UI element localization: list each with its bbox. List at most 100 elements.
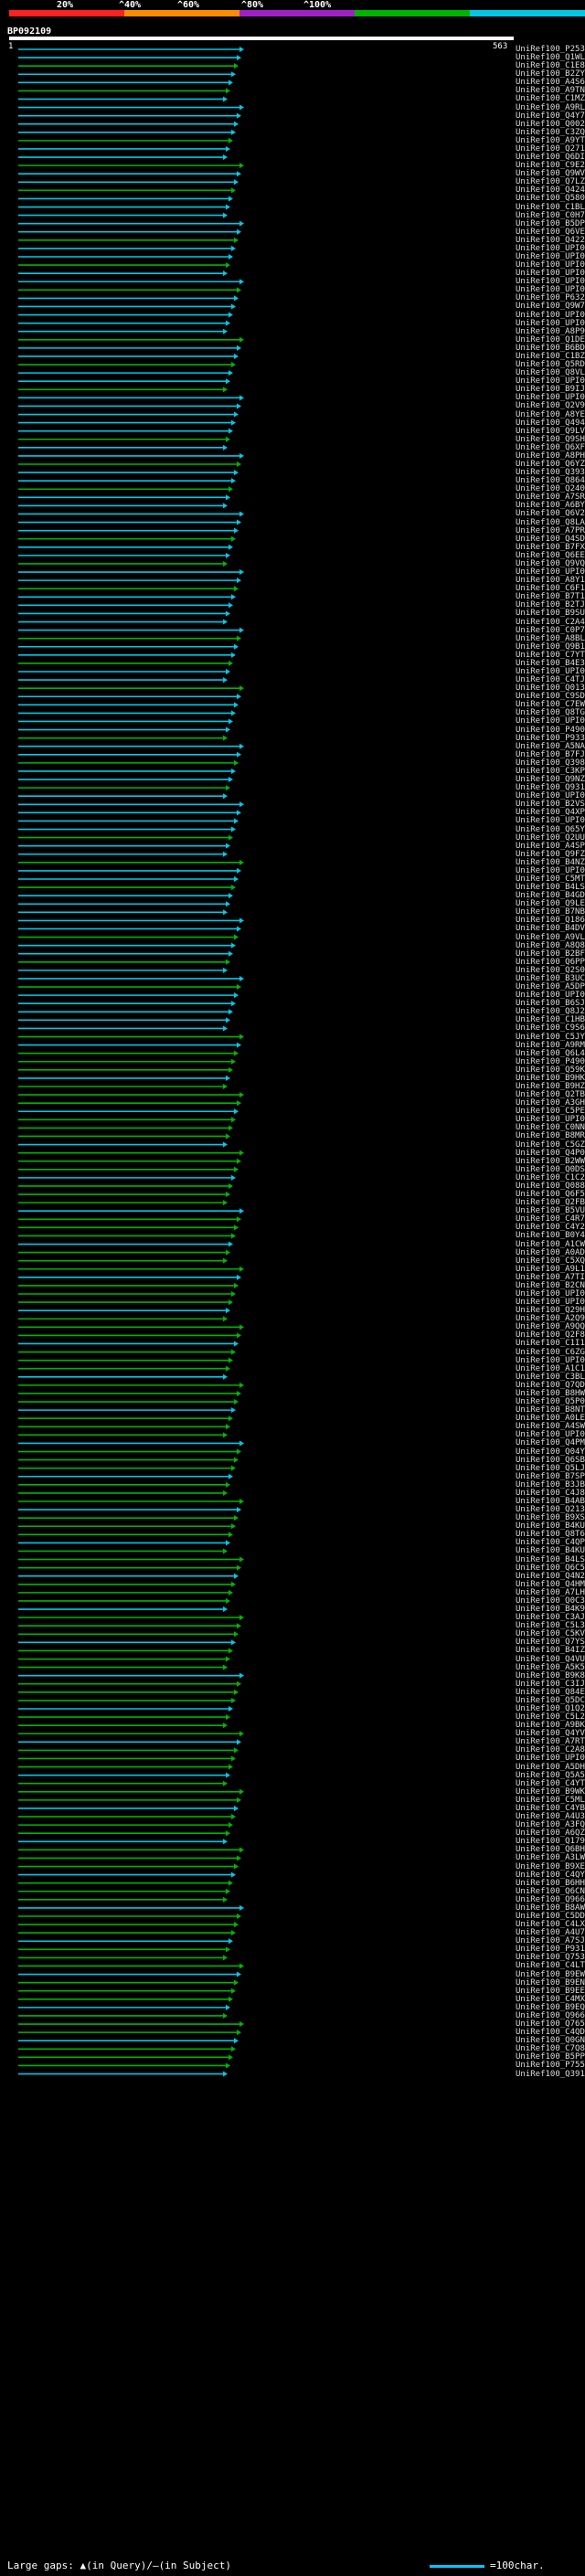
hit-label[interactable]: UniRef100_UPI000... bbox=[516, 1298, 585, 1308]
hit-label[interactable]: UniRef100_B9IJ59 bbox=[516, 385, 585, 395]
hit-label[interactable]: UniRef100_Q8J225 bbox=[516, 1007, 585, 1017]
hit-label[interactable]: UniRef100_A8P926 bbox=[516, 326, 585, 336]
hit-label[interactable]: UniRef100_C5XQU1 bbox=[516, 1256, 585, 1266]
hit-label[interactable]: UniRef100_A7TIZ5 bbox=[516, 1272, 585, 1282]
hit-label[interactable]: UniRef100_B4E3C3 bbox=[516, 658, 585, 668]
hit-label[interactable]: UniRef100_C7YT79 bbox=[516, 650, 585, 660]
hit-label[interactable]: UniRef100_A7PRC5 bbox=[516, 525, 585, 535]
hit-label[interactable]: UniRef100_A3FQ74 bbox=[516, 1820, 585, 1830]
hit-label[interactable]: UniRef100_A4S6H8 bbox=[516, 78, 585, 88]
hit-label[interactable]: UniRef100_Q0DSB4 bbox=[516, 1164, 585, 1174]
hit-label[interactable]: UniRef100_Q5RDP9 bbox=[516, 360, 585, 370]
hit-label[interactable]: UniRef100_Q00227 bbox=[516, 119, 585, 129]
hit-label[interactable]: UniRef100_A8PHV5 bbox=[516, 451, 585, 461]
hit-label[interactable]: UniRef100_Q2V991 bbox=[516, 401, 585, 411]
hit-label[interactable]: UniRef100_Q4YVD0 bbox=[516, 1729, 585, 1739]
hit-label[interactable]: UniRef100_A5DH08 bbox=[516, 1762, 585, 1772]
hit-label[interactable]: UniRef100_B2TJ08 bbox=[516, 600, 585, 610]
hit-label[interactable]: UniRef100_Q84ER9 bbox=[516, 1687, 585, 1697]
hit-label[interactable]: UniRef100_UPI000... bbox=[516, 318, 585, 328]
hit-label[interactable]: UniRef100_C2A892 bbox=[516, 1745, 585, 1755]
hit-label[interactable]: UniRef100_C5PEE7 bbox=[516, 1107, 585, 1117]
hit-label[interactable]: UniRef100_Q4VU13 bbox=[516, 1654, 585, 1664]
hit-label[interactable]: UniRef100_B9XE32 bbox=[516, 1861, 585, 1871]
hit-label[interactable]: UniRef100_B5PPY1 bbox=[516, 2052, 585, 2062]
hit-label[interactable]: UniRef100_C0H7D9 bbox=[516, 210, 585, 220]
hit-label[interactable]: UniRef100_Q6C592 bbox=[516, 1563, 585, 1573]
hit-label[interactable]: UniRef100_UPI000... bbox=[516, 716, 585, 726]
hit-label[interactable]: UniRef100_Q179P0 bbox=[516, 1837, 585, 1847]
hit-label[interactable]: UniRef100_B8MRK5 bbox=[516, 1131, 585, 1141]
hit-label[interactable]: UniRef100_P93340 bbox=[516, 733, 585, 743]
hit-label[interactable]: UniRef100_B2BF24 bbox=[516, 949, 585, 959]
hit-label[interactable]: UniRef100_Q6XFY5 bbox=[516, 442, 585, 452]
hit-label[interactable]: UniRef100_C4YBT9 bbox=[516, 1803, 585, 1813]
hit-label[interactable]: UniRef100_Q8T6T3 bbox=[516, 1530, 585, 1540]
hit-label[interactable]: UniRef100_C4LXG2 bbox=[516, 1920, 585, 1930]
hit-label[interactable]: UniRef100_C6F171 bbox=[516, 584, 585, 594]
hit-label[interactable]: UniRef100_B6SJ21 bbox=[516, 999, 585, 1009]
hit-label[interactable]: UniRef100_Q96654 bbox=[516, 2010, 585, 2020]
hit-label[interactable]: UniRef100_Q9SHU1 bbox=[516, 434, 585, 444]
hit-label[interactable]: UniRef100_B4LS55 bbox=[516, 1554, 585, 1564]
hit-label[interactable]: UniRef100_B4LSR9 bbox=[516, 883, 585, 893]
hit-label[interactable]: UniRef100_B8NT05 bbox=[516, 1405, 585, 1415]
hit-label[interactable]: UniRef100_A2Q9R8 bbox=[516, 1314, 585, 1324]
hit-label[interactable]: UniRef100_Q5LJ00 bbox=[516, 1463, 585, 1473]
hit-label[interactable]: UniRef100_B9EWW0 bbox=[516, 1969, 585, 1979]
hit-label[interactable]: UniRef100_Q76549 bbox=[516, 2019, 585, 2030]
hit-label[interactable]: UniRef100_Q93134 bbox=[516, 783, 585, 793]
hit-label[interactable]: UniRef100_B9HZB4 bbox=[516, 1082, 585, 1091]
hit-label[interactable]: UniRef100_C3IJ2 bbox=[516, 1679, 585, 1689]
hit-label[interactable]: UniRef100_B2ZYE5 bbox=[516, 69, 585, 80]
hit-label[interactable]: UniRef100_C5JYQ4 bbox=[516, 1032, 585, 1042]
hit-label[interactable]: UniRef100_Q29HB0 bbox=[516, 1306, 585, 1316]
hit-label[interactable]: UniRef100_B8HWF2 bbox=[516, 1388, 585, 1398]
hit-label[interactable]: UniRef100_A6QZ63 bbox=[516, 1829, 585, 1839]
hit-label[interactable]: UniRef100_Q8TG66 bbox=[516, 708, 585, 718]
hit-label[interactable]: UniRef100_A1CWZ9 bbox=[516, 1239, 585, 1249]
hit-label[interactable]: UniRef100_Q0GN69 bbox=[516, 2036, 585, 2046]
hit-label[interactable]: UniRef100_Q58069 bbox=[516, 194, 585, 204]
hit-label[interactable]: UniRef100_B7T1N8 bbox=[516, 592, 585, 602]
hit-label[interactable]: UniRef100_A9TNV3 bbox=[516, 86, 585, 96]
hit-label[interactable]: UniRef100_Q59KA1 bbox=[516, 1065, 585, 1075]
hit-label[interactable]: UniRef100_C4QDZ0 bbox=[516, 2028, 585, 2038]
hit-label[interactable]: UniRef100_C0P7F3 bbox=[516, 625, 585, 635]
hit-label[interactable]: UniRef100_Q9B1P9 bbox=[516, 641, 585, 652]
hit-label[interactable]: UniRef100_Q6SB51 bbox=[516, 1455, 585, 1465]
hit-label[interactable]: UniRef100_A0AD10 bbox=[516, 1247, 585, 1257]
hit-label[interactable]: UniRef100_A9RMZ5 bbox=[516, 1040, 585, 1050]
hit-label[interactable]: UniRef100_Q6DIV0 bbox=[516, 153, 585, 163]
hit-label[interactable]: UniRef100_B6BD72 bbox=[516, 343, 585, 353]
hit-label[interactable]: UniRef100_B7FXM5 bbox=[516, 542, 585, 552]
hit-label[interactable]: UniRef100_B4K9F2 bbox=[516, 1605, 585, 1615]
hit-label[interactable]: UniRef100_B9XSU1 bbox=[516, 1513, 585, 1523]
hit-label[interactable]: UniRef100_Q39141 bbox=[516, 2069, 585, 2079]
hit-label[interactable]: UniRef100_C4J8S6 bbox=[516, 1488, 585, 1498]
hit-label[interactable]: UniRef100_C3AJF5 bbox=[516, 1613, 585, 1623]
hit-label[interactable]: UniRef100_C1E856 bbox=[516, 61, 585, 71]
hit-label[interactable]: UniRef100_B5VUC3 bbox=[516, 1206, 585, 1216]
hit-label[interactable]: UniRef100_A3LWM7 bbox=[516, 1853, 585, 1863]
hit-label[interactable]: UniRef100_B2VS63 bbox=[516, 800, 585, 810]
hit-label[interactable]: UniRef100_C5DDD7 bbox=[516, 1912, 585, 1921]
hit-label[interactable]: UniRef100_Q4XP30 bbox=[516, 808, 585, 818]
hit-label[interactable]: UniRef100_B9EE50 bbox=[516, 1986, 585, 1996]
hit-label[interactable]: UniRef100_Q2TBR4 bbox=[516, 1090, 585, 1100]
hit-label[interactable]: UniRef100_UPI000... bbox=[516, 243, 585, 253]
hit-label[interactable]: UniRef100_B4AB00 bbox=[516, 1497, 585, 1506]
hit-label[interactable]: UniRef100_C3KPC5 bbox=[516, 766, 585, 776]
hit-label[interactable]: UniRef100_C5KVJ9 bbox=[516, 1629, 585, 1639]
hit-label[interactable]: UniRef100_C1C2S1 bbox=[516, 1172, 585, 1182]
hit-label[interactable]: UniRef100_A5NAU9 bbox=[516, 741, 585, 751]
hit-label[interactable]: UniRef100_Q8VL9 bbox=[516, 368, 585, 378]
hit-label[interactable]: UniRef100_UPI000... bbox=[516, 567, 585, 578]
hit-label[interactable]: UniRef100_C4LT38 bbox=[516, 1961, 585, 1971]
hit-label[interactable]: UniRef100_C1MZG8 bbox=[516, 94, 585, 104]
hit-label[interactable]: UniRef100_B9WK13 bbox=[516, 1786, 585, 1797]
hit-label[interactable]: UniRef100_Q75353 bbox=[516, 1953, 585, 1963]
hit-label[interactable]: UniRef100_Q42249 bbox=[516, 235, 585, 245]
hit-label[interactable]: UniRef100_A8Y1N7 bbox=[516, 576, 585, 586]
hit-label[interactable]: UniRef100_C4Y2D4 bbox=[516, 1223, 585, 1233]
